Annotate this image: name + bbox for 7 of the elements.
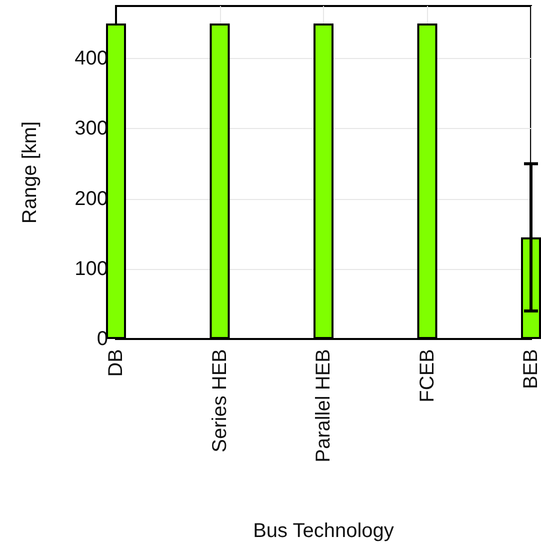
x-tick-label: Series HEB: [208, 349, 231, 452]
y-axis-title: Range [km]: [19, 121, 41, 224]
x-tick-label: BEB: [520, 349, 541, 390]
x-axis-title: Bus Technology: [253, 520, 394, 542]
x-tick-label: Parallel HEB: [312, 349, 334, 462]
x-tick-label: FCEB: [416, 349, 438, 402]
x-tick-label: DB: [105, 349, 127, 377]
